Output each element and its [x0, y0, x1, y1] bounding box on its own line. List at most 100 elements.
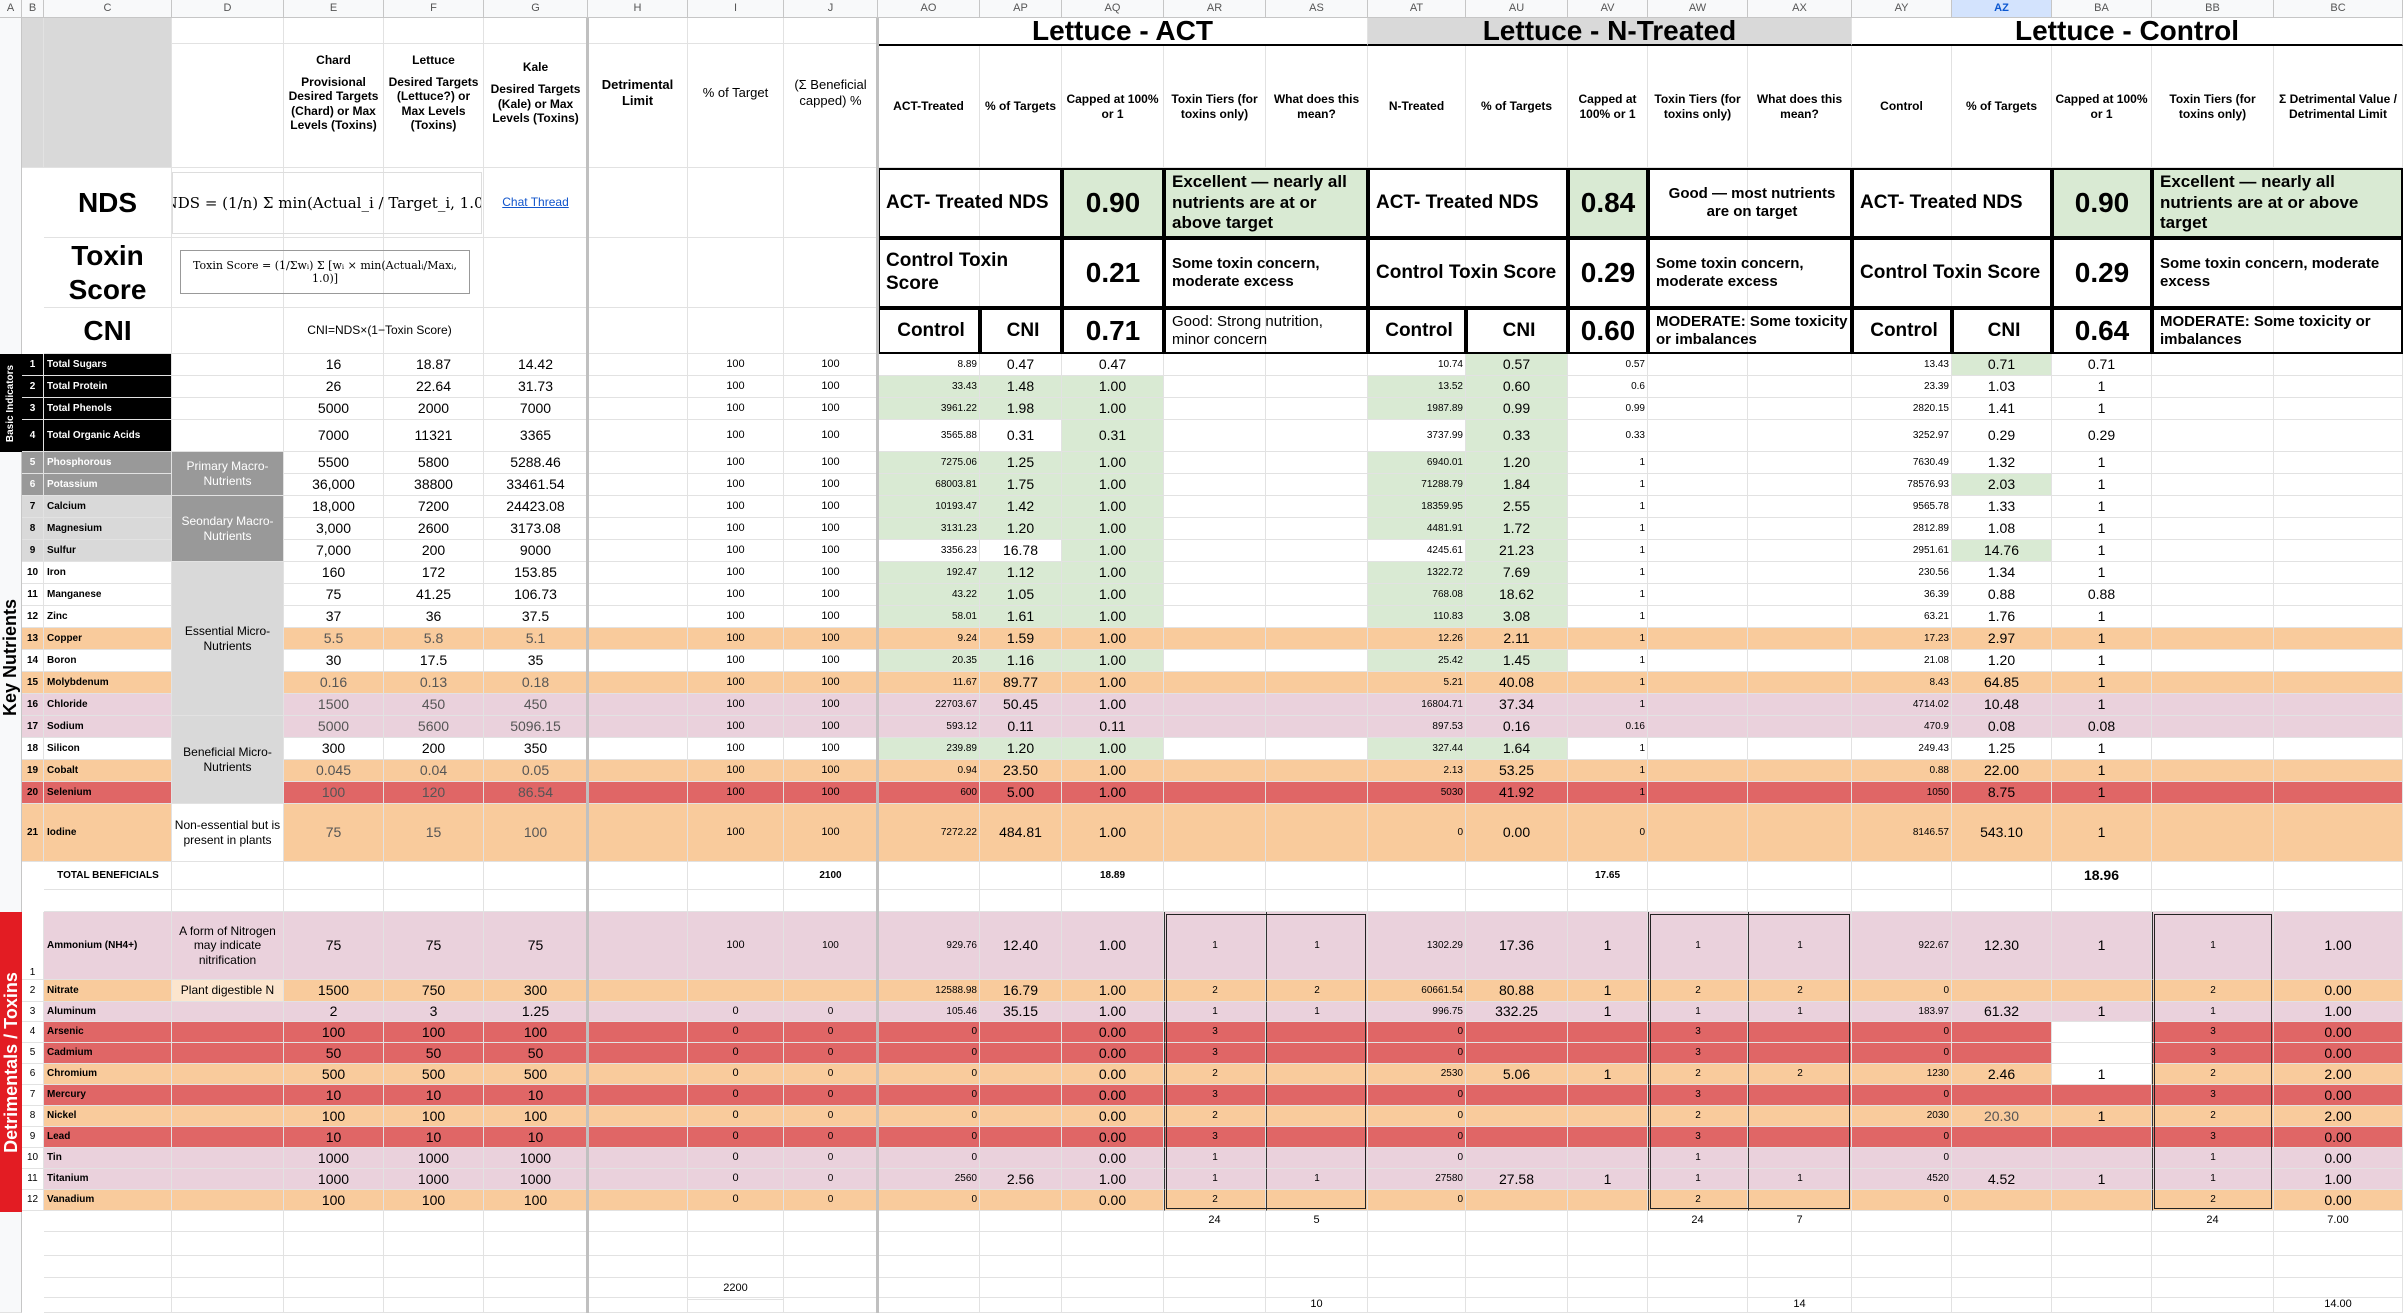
grid-cell[interactable]: [1368, 1211, 1466, 1232]
grid-cell[interactable]: [1164, 496, 1266, 518]
grid-cell[interactable]: [1266, 420, 1368, 452]
value-cell-av[interactable]: 0: [1568, 804, 1648, 862]
grid-cell[interactable]: [2274, 650, 2403, 672]
value-cell-ba[interactable]: 1: [2052, 398, 2152, 420]
grid-cell[interactable]: [2274, 452, 2403, 474]
value-cell-ap[interactable]: 23.50: [980, 760, 1062, 782]
value-cell-ao[interactable]: 593.12: [878, 716, 980, 738]
value-cell-at[interactable]: 16804.71: [1368, 694, 1466, 716]
grid-cell[interactable]: [172, 1232, 284, 1256]
value-cell-au[interactable]: 332.25: [1466, 1002, 1568, 1022]
value-cell-ao[interactable]: 3356.23: [878, 540, 980, 562]
grid-cell[interactable]: [1852, 862, 1952, 890]
grid-cell[interactable]: [1164, 606, 1266, 628]
value-cell-i[interactable]: 100: [688, 716, 784, 738]
value-cell-bb[interactable]: 2: [2152, 1064, 2274, 1085]
value-cell-az[interactable]: 0.88: [1952, 584, 2052, 606]
value-cell-ar[interactable]: 3: [1164, 1085, 1266, 1106]
value-cell-g[interactable]: 3365: [484, 420, 588, 452]
value-cell-g[interactable]: 0.05: [484, 760, 588, 782]
value-cell-ao[interactable]: 192.47: [878, 562, 980, 584]
value-cell-az[interactable]: [1952, 1127, 2052, 1148]
grid-cell[interactable]: [2274, 518, 2403, 540]
grid-cell[interactable]: [2152, 738, 2274, 760]
value-cell-ao[interactable]: 0: [878, 1190, 980, 1211]
value-cell-e[interactable]: 3,000: [284, 518, 384, 540]
grid-cell[interactable]: [1648, 1298, 1748, 1313]
grid-cell[interactable]: [1266, 1256, 1368, 1278]
value-cell-i[interactable]: 0: [688, 1106, 784, 1127]
value-cell-ao[interactable]: 58.01: [878, 606, 980, 628]
grid-cell[interactable]: [1266, 584, 1368, 606]
grid-cell[interactable]: [588, 1211, 688, 1232]
value-cell-as[interactable]: 2: [1266, 980, 1368, 1002]
value-cell-j[interactable]: 100: [784, 694, 878, 716]
value-cell-e[interactable]: 18,000: [284, 496, 384, 518]
value-cell-as[interactable]: [1266, 1022, 1368, 1043]
grid-cell[interactable]: [44, 1256, 172, 1278]
grid-cell[interactable]: [1466, 1256, 1568, 1278]
grid-cell[interactable]: [784, 308, 878, 354]
grid-cell[interactable]: [1266, 452, 1368, 474]
value-cell-au[interactable]: 2.55: [1466, 496, 1568, 518]
grid-cell[interactable]: [2152, 398, 2274, 420]
value-cell-ay[interactable]: 2812.89: [1852, 518, 1952, 540]
grid-cell[interactable]: [284, 890, 384, 912]
grid-cell[interactable]: [1164, 1298, 1266, 1313]
value-cell-at[interactable]: 1302.29: [1368, 912, 1466, 980]
value-cell-ap[interactable]: [980, 1148, 1062, 1169]
grid-cell[interactable]: [688, 1298, 784, 1313]
value-cell-ao[interactable]: 7275.06: [878, 452, 980, 474]
grid-cell[interactable]: [1748, 376, 1852, 398]
grid-cell[interactable]: [980, 1232, 1062, 1256]
value-cell-ba[interactable]: 1: [2052, 1002, 2152, 1022]
grid-cell[interactable]: [1748, 474, 1852, 496]
value-cell-ao[interactable]: 3961.22: [878, 398, 980, 420]
value-cell-az[interactable]: 543.10: [1952, 804, 2052, 862]
value-cell-az[interactable]: 1.33: [1952, 496, 2052, 518]
grid-cell[interactable]: [878, 862, 980, 890]
value-cell-ba[interactable]: 1: [2052, 452, 2152, 474]
value-cell-i[interactable]: 0: [688, 1002, 784, 1022]
value-cell-ap[interactable]: [980, 1022, 1062, 1043]
grid-cell[interactable]: [980, 1298, 1062, 1313]
value-cell-f[interactable]: 450: [384, 694, 484, 716]
grid-cell[interactable]: [1062, 1256, 1164, 1278]
value-cell-av[interactable]: 0.16: [1568, 716, 1648, 738]
value-cell-j[interactable]: 100: [784, 804, 878, 862]
grid-cell[interactable]: [688, 238, 784, 308]
value-cell-av[interactable]: 1: [1568, 584, 1648, 606]
value-cell-at[interactable]: 13.52: [1368, 376, 1466, 398]
value-cell-j[interactable]: 100: [784, 496, 878, 518]
value-cell-j[interactable]: 0: [784, 1106, 878, 1127]
value-cell-aq[interactable]: 1.00: [1062, 760, 1164, 782]
value-cell-au[interactable]: 1.20: [1466, 452, 1568, 474]
value-cell-bb[interactable]: 1: [2152, 1002, 2274, 1022]
column-header-ay[interactable]: AY: [1852, 0, 1952, 18]
chat-thread-link[interactable]: Chat Thread: [484, 168, 588, 238]
value-cell-j[interactable]: 100: [784, 628, 878, 650]
grid-cell[interactable]: [172, 44, 284, 168]
value-cell-ap[interactable]: 1.16: [980, 650, 1062, 672]
value-cell-at[interactable]: 3737.99: [1368, 420, 1466, 452]
value-cell-ax[interactable]: [1748, 1022, 1852, 1043]
grid-cell[interactable]: [588, 584, 688, 606]
value-cell-au[interactable]: 7.69: [1466, 562, 1568, 584]
grid-cell[interactable]: [284, 1256, 384, 1278]
grid-cell[interactable]: [1748, 606, 1852, 628]
value-cell-f[interactable]: 7200: [384, 496, 484, 518]
value-cell-at[interactable]: 768.08: [1368, 584, 1466, 606]
value-cell-e[interactable]: 30: [284, 650, 384, 672]
value-cell-aq[interactable]: 1.00: [1062, 452, 1164, 474]
value-cell-au[interactable]: 21.23: [1466, 540, 1568, 562]
value-cell-az[interactable]: 8.75: [1952, 782, 2052, 804]
value-cell-ap[interactable]: 1.59: [980, 628, 1062, 650]
grid-cell[interactable]: [1952, 1211, 2052, 1232]
grid-cell[interactable]: [2052, 1211, 2152, 1232]
value-cell-az[interactable]: 22.00: [1952, 760, 2052, 782]
value-cell-ap[interactable]: 1.20: [980, 738, 1062, 760]
value-cell-au[interactable]: [1466, 1190, 1568, 1211]
value-cell-f[interactable]: 15: [384, 804, 484, 862]
grid-cell[interactable]: [2274, 606, 2403, 628]
value-cell-i[interactable]: 0: [688, 1127, 784, 1148]
